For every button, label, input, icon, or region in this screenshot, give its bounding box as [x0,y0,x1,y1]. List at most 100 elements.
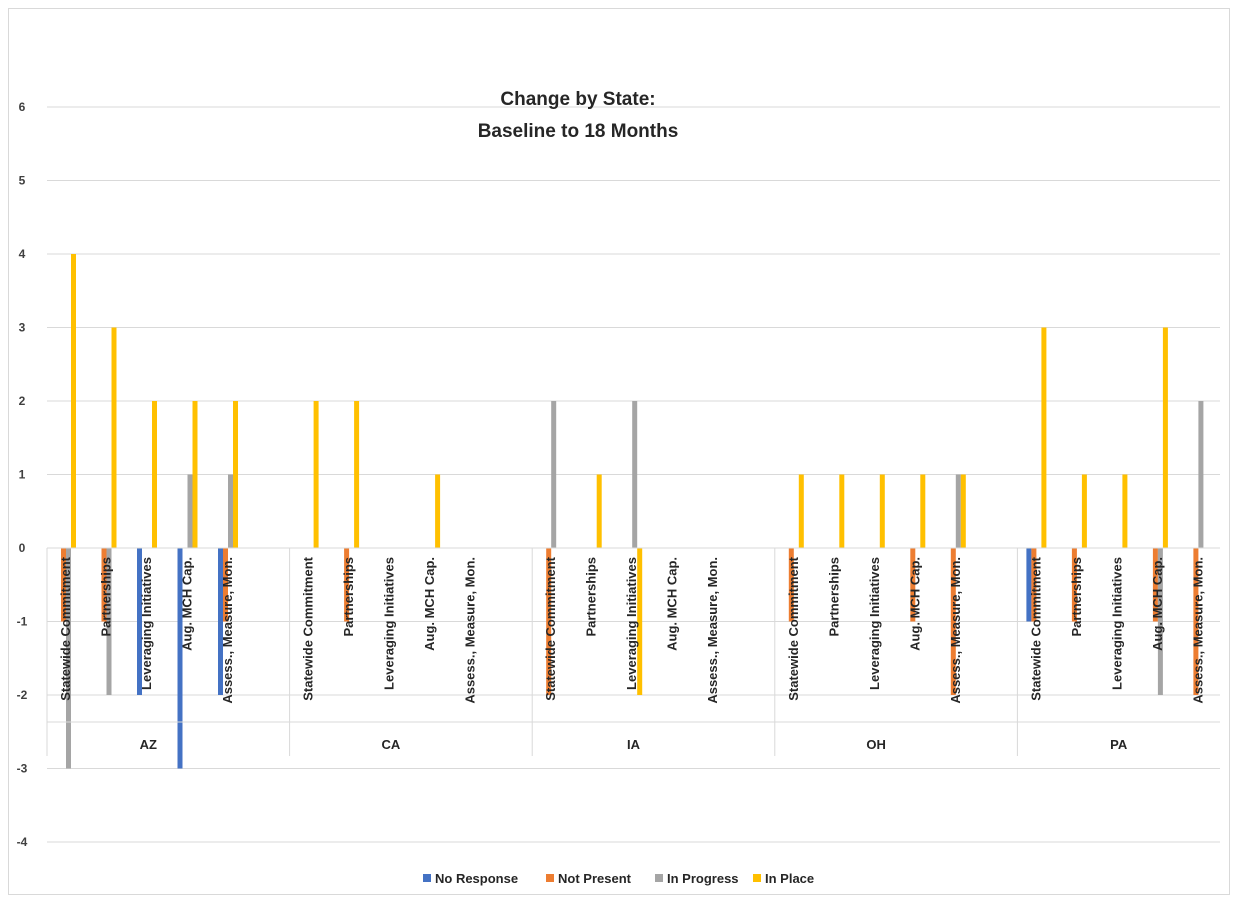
bar-az-3-2 [152,401,157,548]
bar-oh-3-3 [920,474,926,548]
category-label: Partnerships [826,557,841,636]
y-tick-label: 2 [19,394,26,408]
bar-pa-3-2 [1122,474,1128,548]
bar-ia-1-0 [546,548,552,695]
legend-swatch [546,874,554,882]
legend: No Response Not Present In Progress In Plac… [423,871,814,886]
bar-ca-3-1 [354,401,360,548]
bar-pa-0-0 [1026,548,1032,622]
category-label: Assess., Measure, Mon. [220,557,235,704]
category-label: Assess., Measure, Mon. [705,557,720,704]
category-label: Leveraging Initiatives [624,557,639,690]
bar-pa-1-0 [1031,548,1037,622]
category-label: Partnerships [341,557,356,636]
category-label: Assess., Measure, Mon. [948,557,963,704]
bar-oh-3-2 [879,474,885,548]
bar-oh-3-1 [839,474,845,548]
bar-az-2-4 [228,474,233,548]
legend-swatch [423,874,431,882]
category-label: Aug. MCH Cap. [907,557,922,651]
bar-pa-3-3 [1162,327,1168,548]
bar-pa-1-4 [1193,548,1199,695]
bar-pa-2-4 [1198,401,1204,548]
bar-az-1-4 [223,548,228,622]
category-label: Statewide Commitment [543,556,558,700]
state-label-az: AZ [140,737,157,752]
chart-title-line-2: Baseline to 18 Months [478,121,679,142]
category-label: Leveraging Initiatives [382,557,397,690]
category-label: Statewide Commitment [58,556,73,700]
bar-oh-2-4 [955,474,961,548]
bar-az-1-1 [101,548,107,622]
bar-az-2-0 [66,548,71,769]
y-tick-label: -4 [17,835,28,849]
category-label: Statewide Commitment [1028,556,1043,700]
legend-swatch [753,874,761,882]
gridlines [47,106,1220,843]
bar-pa-2-3 [1157,548,1163,695]
y-tick-label: 1 [19,468,26,482]
category-label: Aug. MCH Cap. [665,557,680,651]
bar-az-3-4 [233,401,238,548]
bar-az-0-3 [177,548,183,769]
category-label: Assess., Measure, Mon. [463,557,478,704]
bar-pa-1-3 [1152,548,1158,622]
category-axis: Statewide Commitment Partnerships Leveragi… [46,547,1220,756]
category-label: Statewide Commitment [301,556,316,700]
category-label: Aug. MCH Cap. [180,557,195,651]
y-tick-label: 3 [19,321,26,335]
bar-az-0-4 [218,548,223,695]
legend-swatch [655,874,663,882]
state-label-ia: IA [627,737,641,752]
category-label: Aug. MCH Cap. [422,557,437,651]
category-label: Partnerships [584,557,599,636]
chart-title-line-1: Change by State: [500,89,655,110]
y-axis-ticks: -4 -3 -2 -1 0 1 2 3 4 5 6 [17,100,28,849]
y-tick-label: -3 [17,762,28,776]
bars [61,254,1204,769]
bar-oh-1-3 [910,548,916,622]
bar-ia-2-0 [551,401,557,548]
bar-ia-2-2 [632,401,638,548]
y-tick-label: 6 [19,100,26,114]
bar-ca-3-0 [313,401,319,548]
category-label: Partnerships [1069,557,1084,636]
legend-label: No Response [435,871,518,886]
bar-az-0-2 [137,548,142,695]
category-label: Partnerships [99,557,114,636]
bar-oh-1-0 [788,548,794,622]
chart-frame [8,8,1230,895]
category-label: Statewide Commitment [786,556,801,700]
state-label-oh: OH [866,737,886,752]
bar-az-3-1 [111,327,117,548]
category-label: Assess., Measure, Mon. [1190,557,1205,704]
category-label: Aug. MCH Cap. [1150,557,1165,651]
bar-az-3-3 [192,401,198,548]
bar-az-2-3 [187,474,193,548]
category-label: Leveraging Initiatives [139,557,154,690]
category-label: Leveraging Initiatives [1109,557,1124,690]
bar-ca-1-1 [344,548,350,622]
y-tick-label: 5 [19,174,26,188]
bar-ia-3-2 [637,548,643,695]
legend-label: Not Present [558,871,632,886]
bar-oh-1-4 [950,548,956,695]
state-label-ca: CA [382,737,401,752]
bar-oh-3-4 [960,474,966,548]
y-tick-label: 4 [19,247,26,261]
bar-az-1-0 [61,548,66,622]
bar-ia-3-1 [596,474,602,548]
category-label: Leveraging Initiatives [867,557,882,690]
bar-az-2-1 [106,548,112,695]
bar-pa-1-1 [1071,548,1077,622]
bar-pa-3-1 [1081,474,1087,548]
y-tick-label: 0 [19,541,26,555]
bar-pa-3-0 [1041,327,1047,548]
y-tick-label: -2 [17,688,28,702]
legend-label: In Place [765,871,814,886]
legend-label: In Progress [667,871,739,886]
bar-az-3-0 [71,254,76,548]
bar-ca-3-3 [435,474,441,548]
bar-oh-3-0 [798,474,804,548]
